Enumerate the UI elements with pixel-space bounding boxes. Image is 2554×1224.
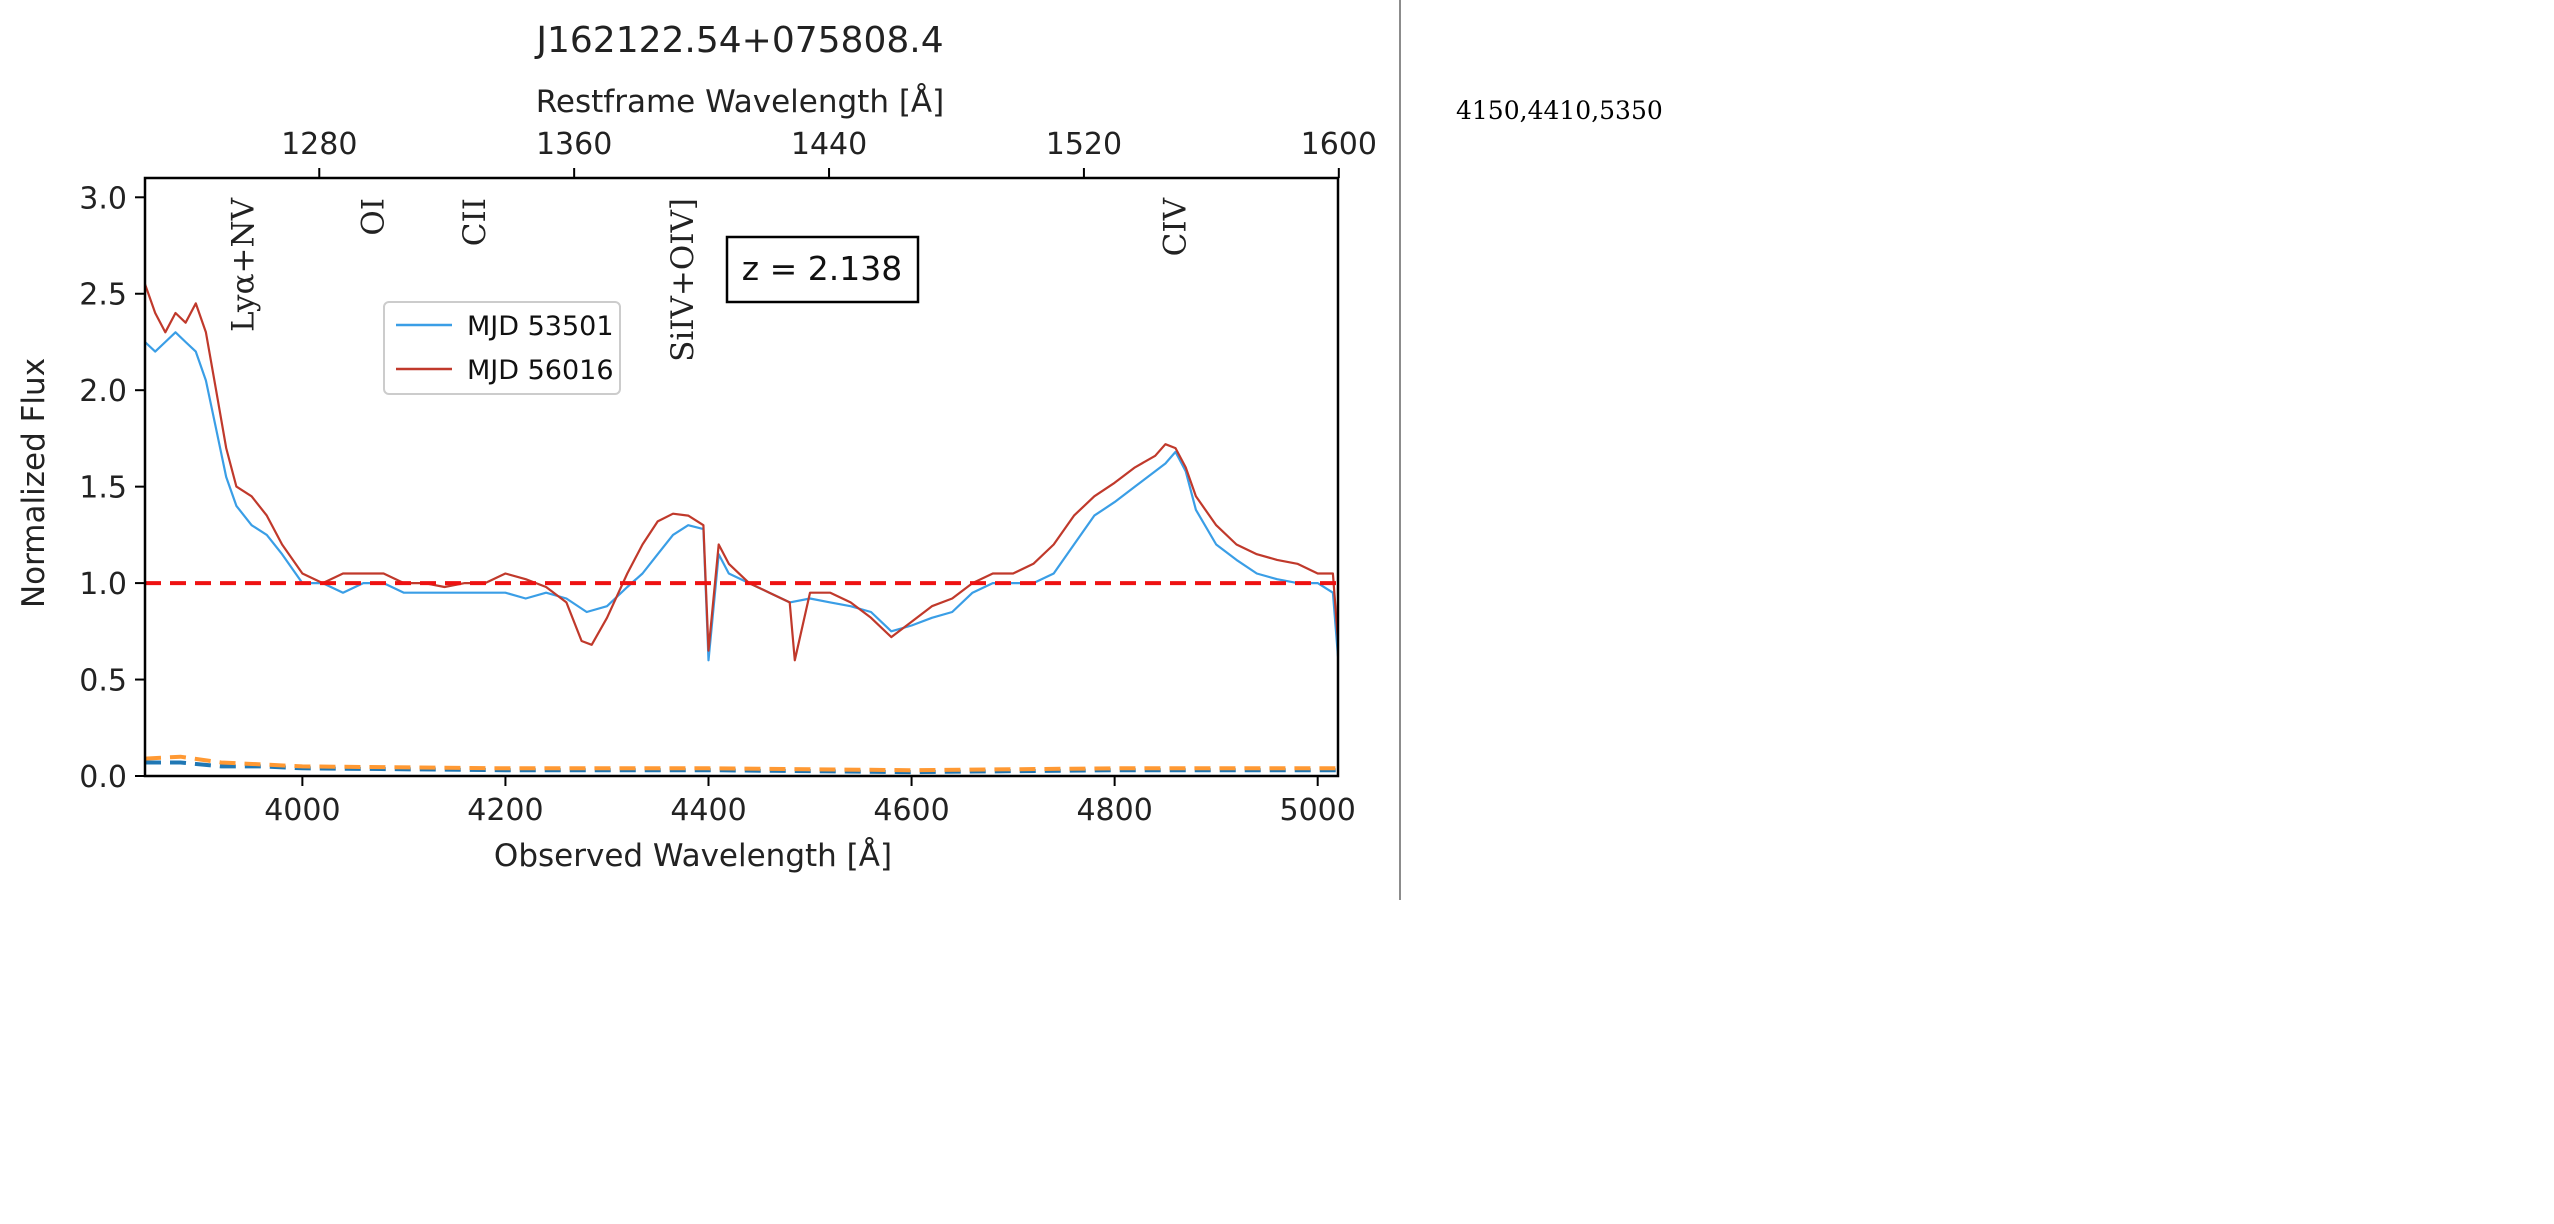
line-label-2: OI (355, 198, 391, 236)
top-tick-label-4: 1520 (1046, 127, 1122, 162)
y-axis-label: Normalized Flux (16, 358, 52, 608)
panel-divider (1399, 0, 1401, 900)
spectrum-chart-panel: J162122.54+075808.4 Restframe Wavelength… (0, 0, 1400, 900)
x-tick-label-5: 4800 (1076, 793, 1152, 828)
error-line-2 (145, 754, 1338, 773)
y-tick-label-7: 3.0 (79, 181, 127, 216)
legend-label-series-b: MJD 56016 (467, 355, 614, 386)
legend: MJD 53501 MJD 56016 (383, 301, 621, 395)
y-tick-label-2: 0.5 (79, 664, 127, 699)
x-tick-label-3: 4400 (670, 793, 746, 828)
y-tick-label-5: 2.0 (79, 374, 127, 409)
top-tick-label-2: 1360 (536, 127, 612, 162)
y-tick-label-6: 2.5 (79, 278, 127, 313)
line-label-5: CIV (1158, 197, 1194, 256)
line-label-4: SiIV+OIV] (665, 198, 701, 362)
line-label-3: CII (457, 198, 493, 246)
x-tick-label-2: 4200 (467, 793, 543, 828)
chart-title: J162122.54+075808.4 (534, 20, 943, 61)
spectrum-chart: J162122.54+075808.4 Restframe Wavelength… (16, 20, 1377, 874)
side-note-text: 4150,4410,5350 (1456, 96, 1663, 125)
x-tick-label-1: 4000 (264, 793, 340, 828)
y-tick-label-1: 0.0 (79, 760, 127, 795)
redshift-box: z = 2.138 (725, 235, 920, 304)
redshift-label: z = 2.138 (742, 249, 902, 288)
top-tick-label-1: 1280 (281, 127, 357, 162)
series-line-2 (145, 283, 1338, 662)
top-tick-label-3: 1440 (791, 127, 867, 162)
y-tick-label-3: 1.0 (79, 567, 127, 602)
top-tick-label-5: 1600 (1301, 127, 1377, 162)
plot-frame (143, 176, 1340, 778)
legend-label-series-a: MJD 53501 (467, 311, 614, 342)
x-tick-label-6: 5000 (1280, 793, 1356, 828)
x-axis-label: Observed Wavelength [Å] (494, 838, 892, 874)
top-axis-label: Restframe Wavelength [Å] (536, 84, 944, 120)
y-tick-label-4: 1.5 (79, 471, 127, 506)
plot-clip-group (145, 283, 1338, 775)
series-line-1 (145, 331, 1338, 662)
x-tick-label-4: 4600 (873, 793, 949, 828)
line-label-1: Lyα+NV (226, 197, 262, 332)
plot-area: Lyα+NV OI CII SiIV+OIV] CIV 4000 4200 4400 4600 4… (79, 127, 1377, 828)
